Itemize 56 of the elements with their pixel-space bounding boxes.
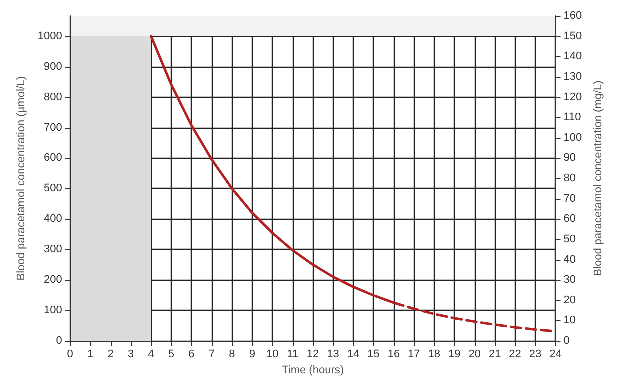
y2-tick-label: 150 (564, 30, 582, 42)
y2-axis-title: Blood paracetamol concentration (mg/L) (592, 80, 604, 276)
x-tick-label: 23 (529, 348, 542, 360)
y2-tick-label: 50 (564, 233, 576, 246)
y-tick-label: 800 (44, 91, 62, 104)
x-tick-label: 10 (266, 348, 279, 360)
x-tick-label: 9 (249, 348, 256, 360)
x-tick-label: 22 (509, 348, 522, 360)
x-axis-title: Time (hours) (282, 364, 344, 376)
x-tick-label: 17 (408, 348, 420, 360)
x-tick-label: 24 (550, 348, 562, 360)
y2-tick-label: 80 (564, 172, 576, 184)
x-tick-label: 13 (327, 348, 340, 360)
y-tick-label: 700 (44, 122, 62, 134)
y2-tick-label: 160 (564, 10, 582, 22)
y-tick-label: 200 (44, 274, 62, 286)
y2-tick-label: 0 (564, 335, 570, 347)
x-tick-label: 14 (347, 348, 360, 360)
y-tick-label: 300 (44, 244, 62, 256)
y2-tick-label: 130 (564, 70, 582, 83)
y2-tick-label: 120 (564, 91, 582, 104)
x-tick-label: 11 (287, 348, 299, 360)
y-axis-title: Blood paracetamol concentration (µmol/L) (16, 76, 28, 281)
x-tick-label: 19 (448, 348, 461, 360)
x-tick-label: 20 (468, 348, 481, 360)
y-tick-label: 400 (44, 213, 62, 226)
x-tick-label: 1 (88, 348, 94, 360)
y-tick-label: 0 (56, 335, 62, 347)
x-tick-label: 7 (208, 348, 215, 360)
y2-tick-label: 70 (564, 192, 576, 205)
x-tick-label: 8 (229, 348, 236, 360)
x-tick-label: 2 (108, 348, 114, 360)
y2-tick-label: 100 (564, 132, 582, 144)
x-tick-label: 6 (188, 348, 195, 360)
y2-tick-label: 20 (564, 294, 576, 306)
x-tick-label: 5 (168, 348, 175, 360)
y2-tick-label: 90 (564, 152, 576, 164)
y-tick-label: 600 (44, 152, 62, 164)
x-tick-label: 4 (148, 348, 154, 360)
x-tick-label: 0 (67, 348, 74, 360)
y2-tick-label: 30 (564, 274, 576, 286)
x-tick-label: 18 (428, 348, 441, 360)
x-tick-label: 15 (368, 348, 380, 360)
x-tick-label: 16 (388, 348, 400, 360)
y-tick-label: 100 (44, 304, 62, 317)
y2-tick-label: 10 (564, 314, 576, 327)
x-tick-label: 21 (488, 348, 502, 360)
y2-tick-label: 140 (564, 50, 582, 63)
y-tick-label: 900 (44, 60, 62, 73)
y2-tick-label: 40 (564, 254, 576, 266)
x-tick-label: 3 (128, 348, 134, 360)
y-tick-label: 500 (44, 182, 62, 195)
y-tick-label: 1000 (38, 30, 62, 42)
y2-tick-label: 60 (564, 213, 576, 226)
x-tick-label: 12 (306, 348, 320, 360)
y2-tick-label: 110 (564, 112, 582, 124)
